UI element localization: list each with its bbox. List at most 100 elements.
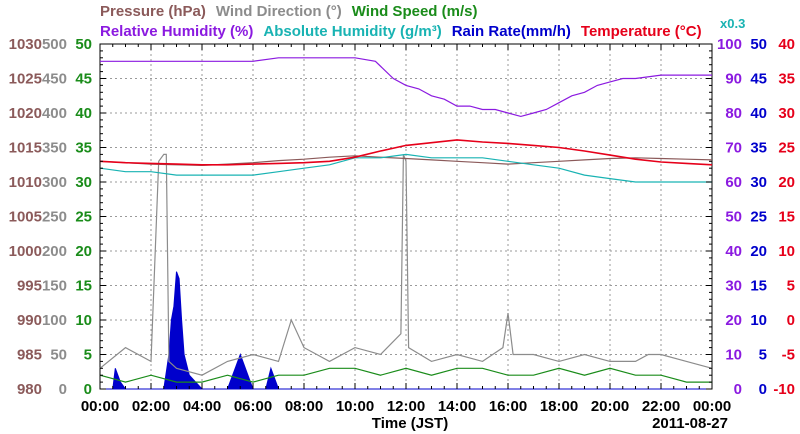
- axis-tick-label: 20: [75, 243, 92, 260]
- axis-tick-label: 200: [42, 243, 67, 260]
- legend-entry: Temperature (°C): [581, 23, 702, 40]
- x-tick-label: 22:00: [642, 398, 680, 415]
- axis-tick-label: 40: [778, 36, 795, 53]
- axis-tick-label: 1010: [9, 174, 42, 191]
- axis-tick-label: 995: [17, 278, 42, 295]
- plot-area: [99, 43, 713, 390]
- axis-tick-label: 45: [75, 71, 92, 88]
- axis-pressure: 980 985 990 995 1000 1005 1010 1015 1020 1025 1030: [9, 36, 42, 398]
- axis-tick-label: 1000: [9, 243, 42, 260]
- axis-tick-label: 20: [750, 243, 767, 260]
- axis-tick-label: 15: [750, 278, 767, 295]
- series-wind-speed-m-s: [99, 367, 712, 383]
- rain-area: [100, 271, 712, 390]
- axis-tick-label: 15: [778, 209, 795, 226]
- axis-tick-label: 0: [84, 381, 92, 398]
- axis-tick-label: 350: [42, 140, 67, 157]
- right-axes: 0102030405060708090100051015202530354045…: [717, 36, 795, 398]
- axis-tick-label: 15: [75, 278, 92, 295]
- legend-entry: Absolute Humidity (g/m³): [263, 23, 441, 40]
- axis-tick-label: 30: [75, 174, 92, 191]
- series-line: [99, 139, 713, 166]
- series-line: [100, 57, 712, 118]
- axis-tick-label: -10: [773, 381, 795, 398]
- legend-entry: Pressure (hPa): [100, 3, 206, 20]
- axis-tick-label: 450: [42, 71, 67, 88]
- legend-entry: Relative Humidity (%): [100, 23, 253, 40]
- axis-tick-label: 35: [750, 140, 767, 157]
- axis-tick-label: 40: [75, 105, 92, 122]
- axis-tick-label: 25: [75, 209, 92, 226]
- axis-tick-label: 5: [84, 347, 92, 364]
- axis-tick-label: 990: [17, 312, 42, 329]
- legend-entry: Rain Rate(mm/h): [452, 23, 571, 40]
- axis-tick-label: 30: [725, 278, 742, 295]
- x-tick-label: 06:00: [234, 398, 272, 415]
- axis-tick-label: 30: [750, 174, 767, 191]
- axis-tick-label: 60: [725, 174, 742, 191]
- axis-tick-label: 70: [725, 140, 742, 157]
- left-axes: 9809859909951000100510101015102010251030…: [9, 36, 92, 398]
- axis-tick-label: 35: [778, 71, 795, 88]
- series-line: [99, 153, 712, 183]
- x-tick-label: 14:00: [438, 398, 476, 415]
- series-wind-direction: [99, 153, 713, 376]
- x-tick-label: 00:00: [693, 398, 731, 415]
- axis-tick-label: 45: [750, 71, 767, 88]
- axis-tick-label: 40: [750, 105, 767, 122]
- minor-ticks: [99, 43, 713, 390]
- series-line: [99, 367, 712, 383]
- axis-tick-label: 10: [750, 312, 767, 329]
- axis-tick-label: 30: [778, 105, 795, 122]
- axis-tick-label: 40: [725, 243, 742, 260]
- legend: Pressure (hPa) Wind Direction (°) Wind Spe…: [100, 3, 745, 40]
- axis-tick-label: 80: [725, 105, 742, 122]
- axis-tick-label: 10: [725, 347, 742, 364]
- x-tick-label: 00:00: [81, 398, 119, 415]
- axis-tick-label: 10: [778, 243, 795, 260]
- axis-tick-label: 1020: [9, 105, 42, 122]
- axis-tick-label: 100: [42, 312, 67, 329]
- x-axis: 00:00 02:00 04:00 06:00 08:00 10:00 12:00 14:00…: [81, 398, 731, 415]
- axis-tick-label: 1030: [9, 36, 42, 53]
- axis-tick-label: 35: [75, 140, 92, 157]
- axis-humidity: 0 10 20 30 40 50 60 70 80 90 100: [717, 36, 742, 398]
- axis-wind-direction: 0 50 100 150 200 250 300 350 400 450 500: [42, 36, 67, 398]
- axis-tick-label: 50: [50, 347, 67, 364]
- x-tick-label: 02:00: [132, 398, 170, 415]
- legend-entry: Wind Speed (m/s): [352, 3, 478, 20]
- axis-temperature: -10 -5 0 5 10 15 20 25 30 35 40: [773, 36, 795, 398]
- axis-tick-label: 10: [75, 312, 92, 329]
- axis-tick-label: 50: [750, 36, 767, 53]
- x-tick-label: 16:00: [489, 398, 527, 415]
- axis-tick-label: 980: [17, 381, 42, 398]
- axis-tick-label: 985: [17, 347, 42, 364]
- date-label: 2011-08-27: [652, 415, 728, 432]
- axis-tick-label: 5: [787, 278, 795, 295]
- series-line: [99, 153, 713, 376]
- x-tick-label: 08:00: [285, 398, 323, 415]
- axis-wind-speed: 0 5 10 15 20 25 30 35 40 45 50: [75, 36, 92, 398]
- x-tick-label: 12:00: [387, 398, 425, 415]
- axis-tick-label: 1005: [9, 209, 42, 226]
- axis-tick-label: 5: [759, 347, 767, 364]
- axis-tick-label: 1015: [9, 140, 42, 157]
- axis-tick-label: 0: [734, 381, 742, 398]
- axis-tick-label: 50: [725, 209, 742, 226]
- legend-entry: Wind Direction (°): [216, 3, 342, 20]
- x-tick-label: 04:00: [183, 398, 221, 415]
- series-relative-humidity: [100, 57, 712, 118]
- series-temperature-c: [99, 139, 713, 166]
- axis-tick-label: 250: [42, 209, 67, 226]
- axis-tick-label: 150: [42, 278, 67, 295]
- axis-tick-label: 25: [778, 140, 795, 157]
- axis-tick-label: 0: [759, 381, 767, 398]
- series-absolute-humidity-g-m: [99, 153, 712, 183]
- axis-tick-label: 0: [787, 312, 795, 329]
- axis-rain-rate: 0 5 10 15 20 25 30 35 40 45 50: [750, 36, 767, 398]
- series-layer: [99, 57, 713, 390]
- axis-tick-label: -5: [782, 347, 795, 364]
- x-tick-label: 10:00: [336, 398, 374, 415]
- axis-multiplier-label: x0.3: [720, 16, 745, 31]
